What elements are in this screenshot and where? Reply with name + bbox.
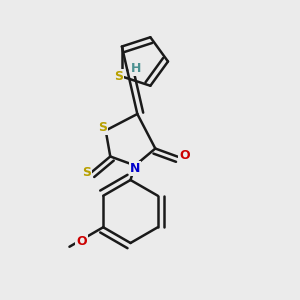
- Text: H: H: [131, 62, 142, 75]
- Text: O: O: [179, 149, 190, 162]
- Text: S: S: [98, 121, 107, 134]
- Text: N: N: [130, 162, 140, 175]
- Text: S: S: [82, 167, 91, 179]
- Text: S: S: [114, 70, 123, 83]
- Text: O: O: [76, 235, 87, 248]
